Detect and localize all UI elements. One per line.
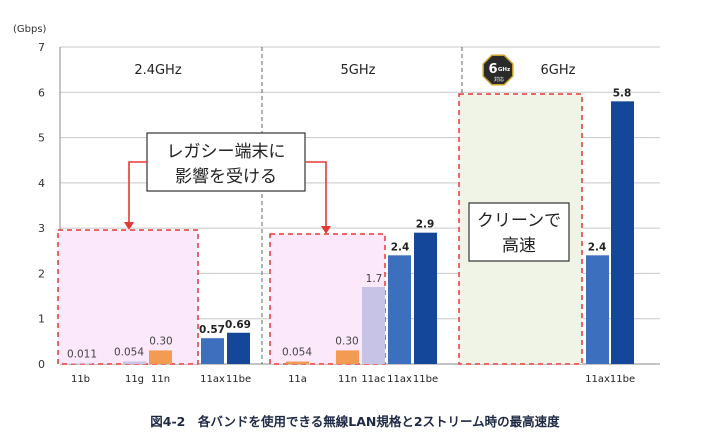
bar-11ac	[362, 287, 385, 364]
badge-ghz: GHz	[498, 67, 510, 73]
badge-6ghz-icon	[482, 54, 514, 86]
x-tick-label: 11ax	[387, 374, 412, 385]
legacy-arrow-left-head	[124, 222, 134, 230]
bar-11n	[336, 350, 359, 364]
bar-value-label: 0.054	[114, 347, 144, 359]
bar-11b	[69, 363, 92, 364]
legacy-arrow-right-head	[321, 226, 331, 234]
y-tick-label: 2	[38, 267, 45, 280]
legacy-callout-line-2: 影響を受ける	[175, 167, 277, 187]
legacy-callout-box	[146, 132, 306, 192]
bar-value-label: 2.4	[391, 241, 410, 253]
clean-callout-line-2: 高速	[502, 236, 536, 256]
x-tick-label: 11be	[226, 374, 251, 385]
x-tick-label: 11a	[288, 374, 307, 385]
bar-value-label: 2.4	[588, 241, 607, 253]
x-tick-label: 11ax	[585, 374, 610, 385]
x-tick-label: 11be	[413, 374, 438, 385]
bar-11a	[286, 361, 309, 364]
legacy-arrow-left	[128, 161, 147, 223]
bar-11ax	[201, 338, 224, 364]
bar-11be	[611, 101, 634, 364]
bar-11ax	[388, 255, 411, 364]
y-tick-label: 5	[38, 132, 45, 145]
legacy-callout-line-1: レガシー端末に	[167, 142, 286, 162]
badge-sub: 対応	[494, 76, 504, 83]
bar-value-label: 2.9	[416, 219, 435, 231]
y-tick-label: 3	[38, 222, 45, 235]
x-tick-label: 11ax	[200, 374, 225, 385]
bar-11g	[123, 361, 146, 364]
bar-11be	[227, 332, 250, 364]
legacy-region-24ghz	[57, 229, 199, 365]
y-tick-label: 6	[38, 86, 45, 99]
bar-value-label: 1.7	[366, 273, 383, 285]
legacy-arrow-right	[305, 161, 327, 227]
y-tick-label: 4	[38, 177, 45, 190]
x-tick-label: 11b	[71, 374, 90, 385]
clean-callout-box	[468, 202, 570, 262]
chart-bars	[69, 101, 634, 364]
bar-value-label: 0.054	[282, 347, 312, 359]
band-label: 5GHz	[341, 63, 376, 78]
bar-11ax	[586, 255, 609, 364]
bar-value-label: 0.011	[67, 348, 97, 360]
badge-number: 6	[488, 62, 497, 77]
x-tick-label: 11g	[125, 374, 144, 385]
bar-value-label: 5.8	[613, 87, 632, 99]
x-tick-label: 11ac	[361, 374, 385, 385]
y-unit-label: (Gbps)	[13, 24, 47, 35]
clean-callout-line-1: クリーンで	[477, 211, 561, 231]
y-tick-label: 7	[38, 41, 45, 54]
band-label: 6GHz	[541, 63, 576, 78]
bar-11be	[414, 232, 437, 364]
bar-value-label: 0.69	[225, 319, 251, 331]
bar-11n	[149, 350, 172, 364]
bar-value-label: 0.30	[149, 335, 172, 347]
figure-caption: 図4-2 各バンドを使用できる無線LAN規格と2ストリーム時の最高速度	[150, 414, 560, 429]
x-tick-label: 11n	[151, 374, 170, 385]
y-tick-label: 0	[38, 358, 45, 371]
bar-value-label: 0.30	[335, 335, 358, 347]
band-label: 2.4GHz	[134, 63, 182, 78]
bar-value-label: 0.57	[199, 324, 225, 336]
x-tick-label: 11be	[610, 374, 635, 385]
x-tick-label: 11n	[338, 374, 357, 385]
y-tick-label: 1	[38, 313, 45, 326]
